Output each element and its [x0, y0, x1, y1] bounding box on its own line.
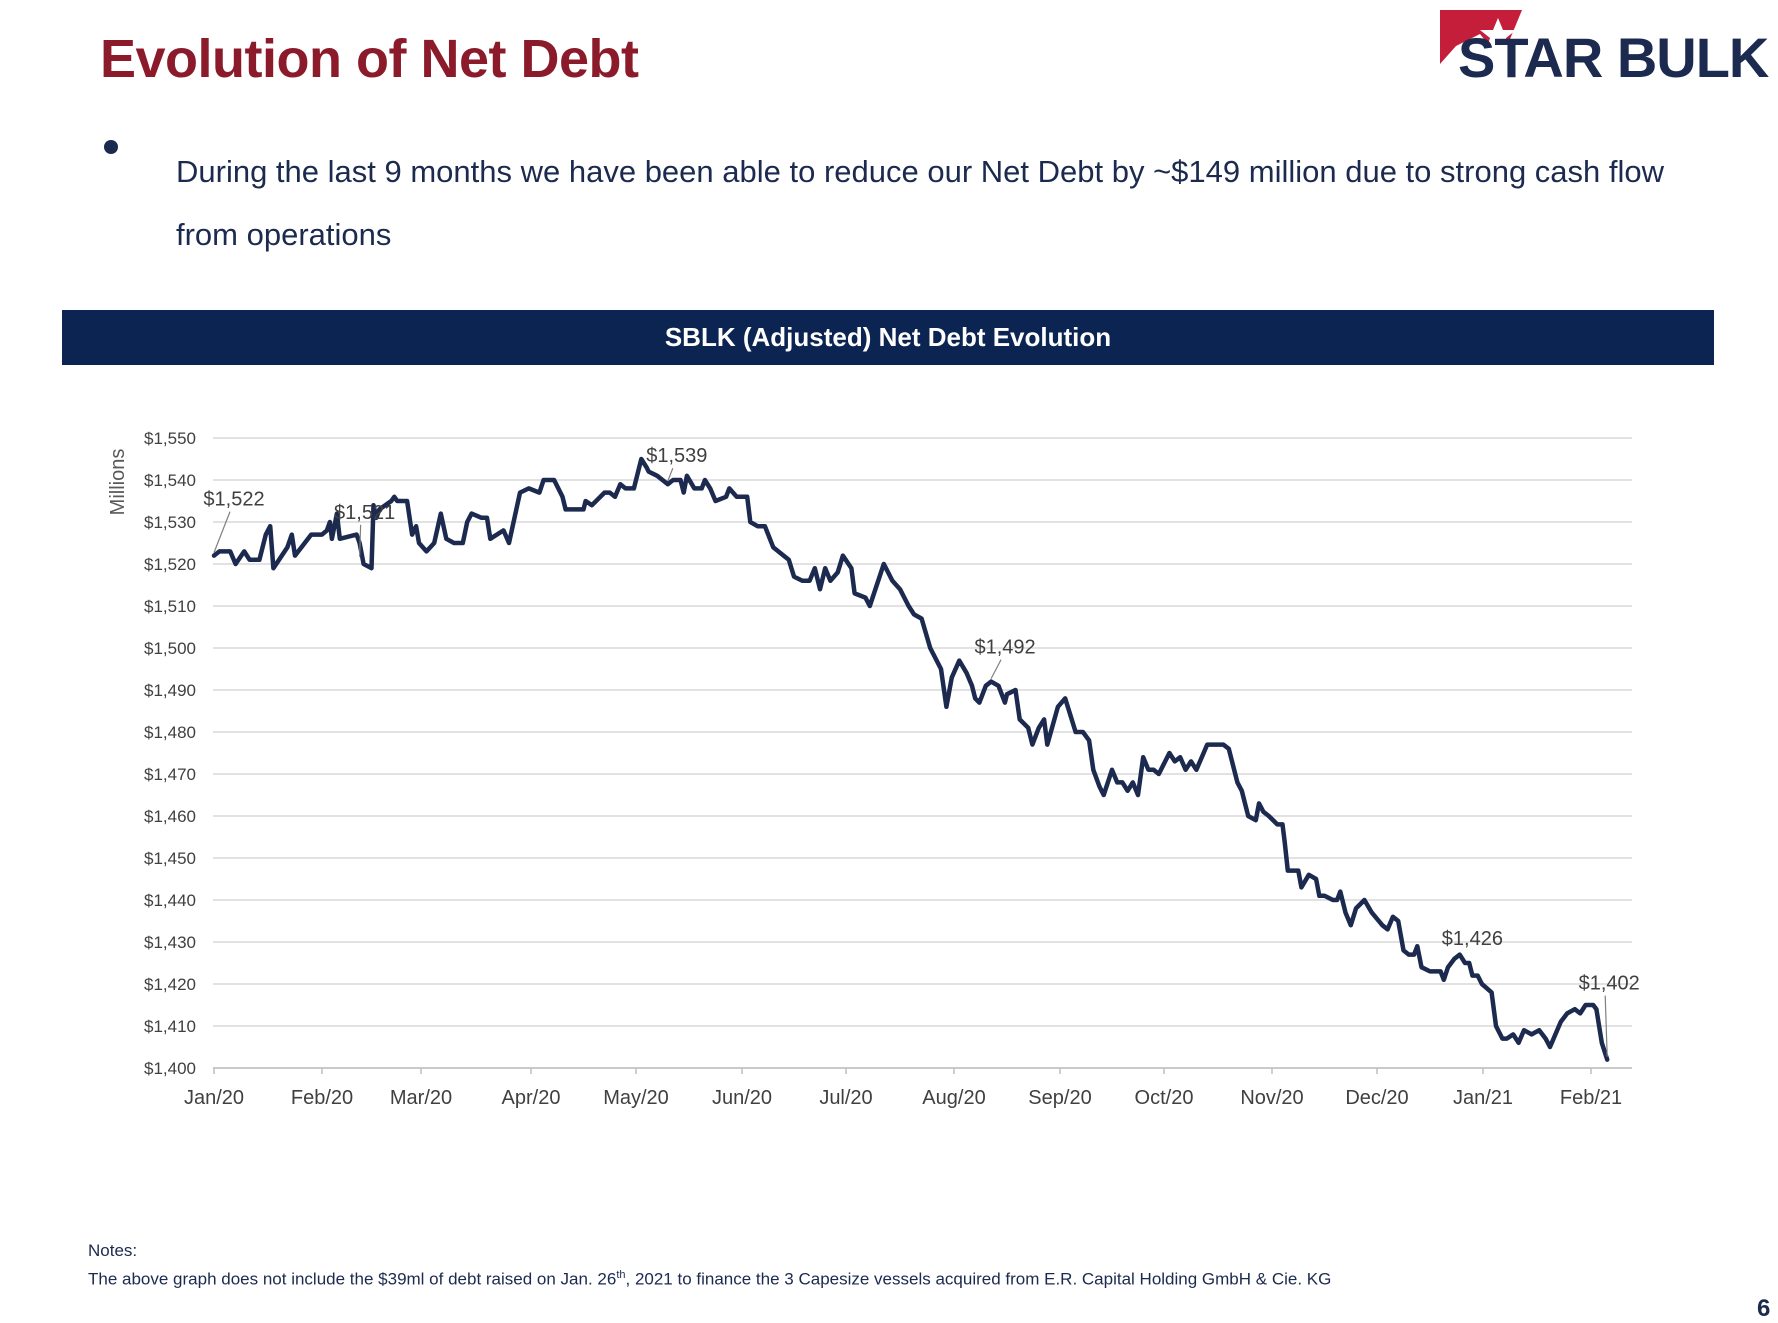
- notes: Notes: The above graph does not include …: [88, 1238, 1331, 1292]
- star-bulk-logo: STAR BULK: [1436, 10, 1769, 86]
- page-title: Evolution of Net Debt: [100, 29, 639, 89]
- annotation-leader: [667, 467, 674, 482]
- x-tick-label: Nov/20: [1240, 1087, 1303, 1109]
- x-tick-label: Dec/20: [1345, 1087, 1408, 1109]
- x-tick-label: Jul/20: [819, 1087, 872, 1109]
- x-tick-label: Sep/20: [1028, 1087, 1091, 1109]
- y-tick-label: $1,460: [144, 807, 196, 826]
- y-tick-label: $1,420: [144, 975, 196, 994]
- x-tick-label: Jun/20: [712, 1087, 772, 1109]
- notes-text-before: The above graph does not include the $39…: [88, 1269, 617, 1289]
- y-tick-label: $1,430: [144, 933, 196, 952]
- chart-title: SBLK (Adjusted) Net Debt Evolution: [62, 310, 1714, 365]
- notes-heading: Notes:: [88, 1241, 138, 1260]
- y-tick-label: $1,400: [144, 1059, 196, 1078]
- y-tick-label: $1,540: [144, 471, 196, 490]
- data-label: $1,521: [334, 502, 395, 524]
- y-tick-label: $1,500: [144, 639, 196, 658]
- notes-text-after: , 2021 to finance the 3 Capesize vessels…: [625, 1269, 1332, 1289]
- logo-text: STAR BULK: [1458, 26, 1769, 89]
- x-tick-label: May/20: [603, 1087, 669, 1109]
- annotation-leader: [359, 524, 362, 557]
- x-tick-label: Feb/20: [291, 1087, 353, 1109]
- page-number: 6: [1757, 1295, 1771, 1322]
- series-line: [211, 456, 1610, 1062]
- y-tick-label: $1,530: [144, 513, 196, 532]
- y-tick-label: $1,440: [144, 891, 196, 910]
- x-tick-label: Jan/21: [1453, 1087, 1513, 1109]
- x-tick-label: Oct/20: [1135, 1087, 1194, 1109]
- y-tick-label: $1,490: [144, 681, 196, 700]
- x-tick-label: Aug/20: [922, 1087, 985, 1109]
- y-axis-label: Millions: [107, 449, 129, 516]
- y-tick-label: $1,470: [144, 765, 196, 784]
- bullet-text: During the last 9 months we have been ab…: [176, 154, 1665, 252]
- x-tick-label: Mar/20: [390, 1087, 452, 1109]
- y-tick-label: $1,550: [144, 429, 196, 448]
- data-label: $1,539: [646, 445, 707, 467]
- y-tick-label: $1,450: [144, 849, 196, 868]
- star-icon: [1440, 10, 1522, 64]
- y-tick-label: $1,510: [144, 597, 196, 616]
- net-debt-line-chart: $1,400 $1,410 $1,420 $1,430 $1,440 $1,450 $1,4…: [107, 429, 1640, 1109]
- bullet-marker: [104, 140, 118, 154]
- notes-text-sup: th: [616, 1269, 626, 1281]
- x-tick-label: Feb/21: [1560, 1087, 1622, 1109]
- data-label: $1,522: [203, 489, 264, 511]
- y-tick-label: $1,480: [144, 723, 196, 742]
- y-tick-label: $1,520: [144, 555, 196, 574]
- data-label: $1,402: [1579, 973, 1640, 995]
- annotation-leader: [990, 659, 1002, 679]
- notes-text: The above graph does not include the $39…: [88, 1263, 1331, 1292]
- data-label: $1,492: [975, 637, 1036, 659]
- x-tick-label: Jan/20: [184, 1087, 244, 1109]
- y-tick-label: $1,410: [144, 1017, 196, 1036]
- data-label: $1,426: [1442, 928, 1503, 950]
- x-tick-label: Apr/20: [502, 1087, 561, 1109]
- annotation-leader: [1604, 995, 1608, 1057]
- annotation-leader: [213, 511, 231, 553]
